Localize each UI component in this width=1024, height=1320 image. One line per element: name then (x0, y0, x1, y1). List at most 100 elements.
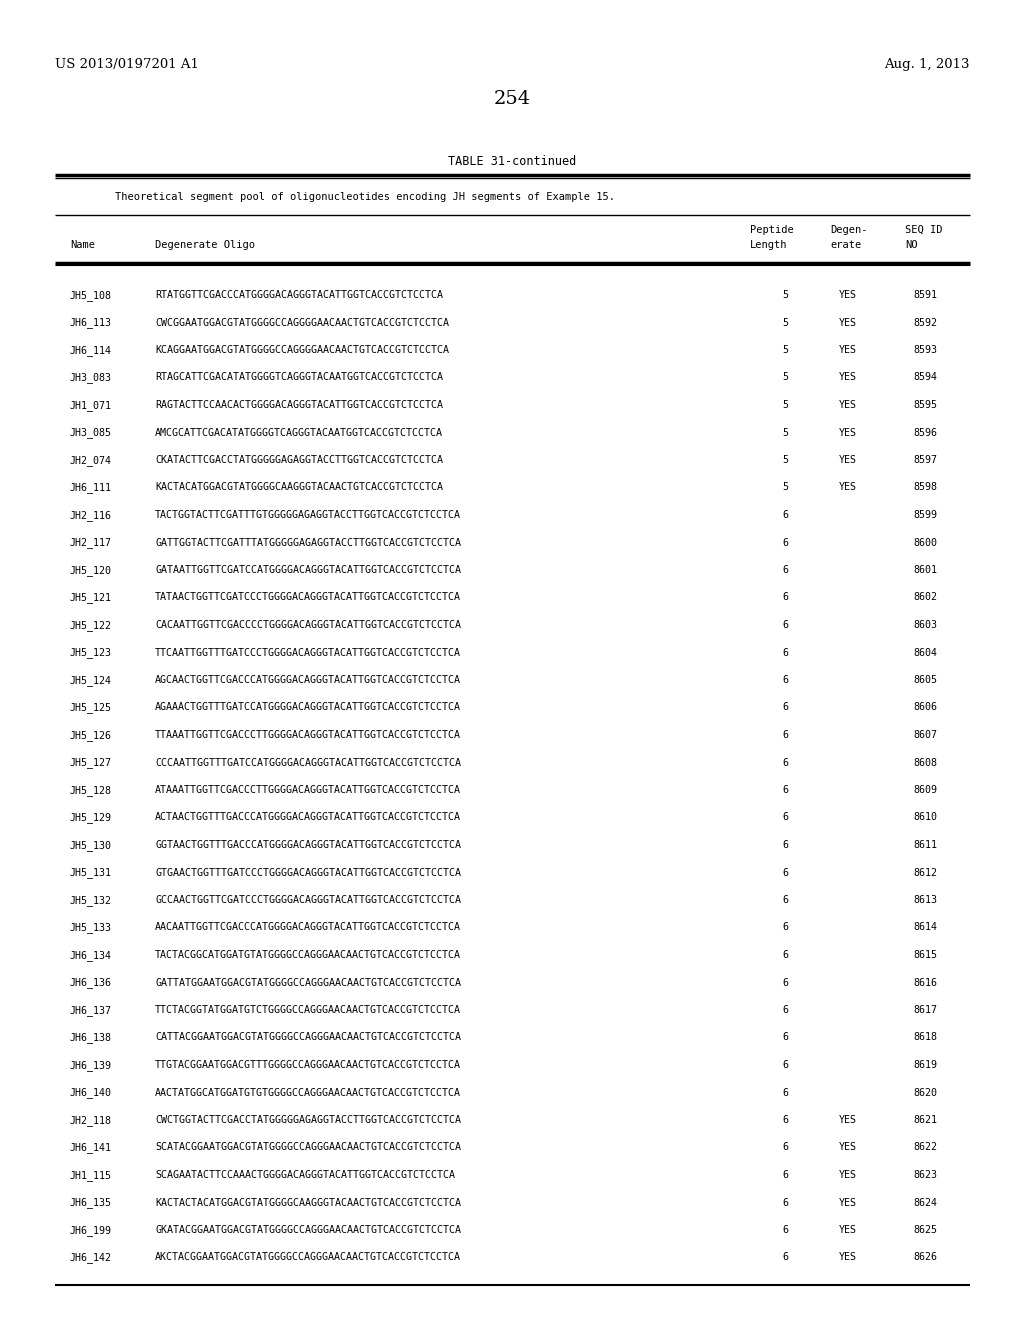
Text: 6: 6 (782, 1170, 788, 1180)
Text: 8609: 8609 (913, 785, 937, 795)
Text: YES: YES (839, 1225, 857, 1236)
Text: TATAACTGGTTCGATCCCTGGGGACAGGGTACATTGGTCACCGTCTCCTCA: TATAACTGGTTCGATCCCTGGGGACAGGGTACATTGGTCA… (155, 593, 461, 602)
Text: erate: erate (830, 240, 861, 249)
Text: 6: 6 (782, 730, 788, 741)
Text: 8618: 8618 (913, 1032, 937, 1043)
Text: 8600: 8600 (913, 537, 937, 548)
Text: JH5_131: JH5_131 (70, 867, 112, 878)
Text: 6: 6 (782, 1225, 788, 1236)
Text: Aug. 1, 2013: Aug. 1, 2013 (885, 58, 970, 71)
Text: YES: YES (839, 1170, 857, 1180)
Text: AKCTACGGAATGGACGTATGGGGCCAGGGAACAACTGTCACCGTCTCCTCA: AKCTACGGAATGGACGTATGGGGCCAGGGAACAACTGTCA… (155, 1253, 461, 1262)
Text: 6: 6 (782, 1143, 788, 1152)
Text: 5: 5 (782, 290, 788, 300)
Text: AGAAACTGGTTTGATCCATGGGGACAGGGTACATTGGTCACCGTCTCCTCA: AGAAACTGGTTTGATCCATGGGGACAGGGTACATTGGTCA… (155, 702, 461, 713)
Text: YES: YES (839, 483, 857, 492)
Text: 8610: 8610 (913, 813, 937, 822)
Text: 6: 6 (782, 1060, 788, 1071)
Text: 8592: 8592 (913, 318, 937, 327)
Text: 6: 6 (782, 950, 788, 960)
Text: 8601: 8601 (913, 565, 937, 576)
Text: CKATACTTCGACCTATGGGGGAGAGGTACCTTGGTCACCGTCTCCTCA: CKATACTTCGACCTATGGGGGAGAGGTACCTTGGTCACCG… (155, 455, 443, 465)
Text: 6: 6 (782, 867, 788, 878)
Text: 8591: 8591 (913, 290, 937, 300)
Text: KACTACTACATGGACGTATGGGGCAAGGGTACAACTGTCACCGTCTCCTCA: KACTACTACATGGACGTATGGGGCAAGGGTACAACTGTCA… (155, 1197, 461, 1208)
Text: 5: 5 (782, 455, 788, 465)
Text: 6: 6 (782, 537, 788, 548)
Text: 6: 6 (782, 758, 788, 767)
Text: JH6_111: JH6_111 (70, 483, 112, 494)
Text: Name: Name (70, 240, 95, 249)
Text: JH5_128: JH5_128 (70, 785, 112, 796)
Text: JH5_108: JH5_108 (70, 290, 112, 301)
Text: JH5_122: JH5_122 (70, 620, 112, 631)
Text: Theoretical segment pool of oligonucleotides encoding JH segments of Example 15.: Theoretical segment pool of oligonucleot… (115, 191, 615, 202)
Text: 8593: 8593 (913, 345, 937, 355)
Text: 5: 5 (782, 345, 788, 355)
Text: 8597: 8597 (913, 455, 937, 465)
Text: JH6_142: JH6_142 (70, 1253, 112, 1263)
Text: 6: 6 (782, 620, 788, 630)
Text: 6: 6 (782, 785, 788, 795)
Text: 8613: 8613 (913, 895, 937, 906)
Text: GKATACGGAATGGACGTATGGGGCCAGGGAACAACTGTCACCGTCTCCTCA: GKATACGGAATGGACGTATGGGGCCAGGGAACAACTGTCA… (155, 1225, 461, 1236)
Text: 8594: 8594 (913, 372, 937, 383)
Text: JH5_124: JH5_124 (70, 675, 112, 686)
Text: JH6_199: JH6_199 (70, 1225, 112, 1236)
Text: JH5_123: JH5_123 (70, 648, 112, 659)
Text: JH5_133: JH5_133 (70, 923, 112, 933)
Text: JH2_117: JH2_117 (70, 537, 112, 548)
Text: JH5_126: JH5_126 (70, 730, 112, 741)
Text: JH6_141: JH6_141 (70, 1143, 112, 1154)
Text: 8595: 8595 (913, 400, 937, 411)
Text: 6: 6 (782, 565, 788, 576)
Text: KCAGGAATGGACGTATGGGGCCAGGGGAACAACTGTCACCGTCTCCTCA: KCAGGAATGGACGTATGGGGCCAGGGGAACAACTGTCACC… (155, 345, 449, 355)
Text: TACTGGTACTTCGATTTGTGGGGGAGAGGTACCTTGGTCACCGTCTCCTCA: TACTGGTACTTCGATTTGTGGGGGAGAGGTACCTTGGTCA… (155, 510, 461, 520)
Text: YES: YES (839, 455, 857, 465)
Text: KACTACATGGACGTATGGGGCAAGGGTACAACTGTCACCGTCTCCTCA: KACTACATGGACGTATGGGGCAAGGGTACAACTGTCACCG… (155, 483, 443, 492)
Text: JH5_121: JH5_121 (70, 593, 112, 603)
Text: AGCAACTGGTTCGACCCATGGGGACAGGGTACATTGGTCACCGTCTCCTCA: AGCAACTGGTTCGACCCATGGGGACAGGGTACATTGGTCA… (155, 675, 461, 685)
Text: YES: YES (839, 345, 857, 355)
Text: 8612: 8612 (913, 867, 937, 878)
Text: Length: Length (750, 240, 787, 249)
Text: RTATGGTTCGACCCATGGGGACAGGGTACATTGGTCACCGTCTCCTCA: RTATGGTTCGACCCATGGGGACAGGGTACATTGGTCACCG… (155, 290, 443, 300)
Text: TTGTACGGAATGGACGTTTGGGGCCAGGGAACAACTGTCACCGTCTCCTCA: TTGTACGGAATGGACGTTTGGGGCCAGGGAACAACTGTCA… (155, 1060, 461, 1071)
Text: YES: YES (839, 1115, 857, 1125)
Text: JH1_115: JH1_115 (70, 1170, 112, 1181)
Text: 6: 6 (782, 1032, 788, 1043)
Text: SCAGAATACTTCCAAACTGGGGACAGGGTACATTGGTCACCGTCTCCTCA: SCAGAATACTTCCAAACTGGGGACAGGGTACATTGGTCAC… (155, 1170, 455, 1180)
Text: JH5_129: JH5_129 (70, 813, 112, 824)
Text: YES: YES (839, 318, 857, 327)
Text: CCCAATTGGTTTGATCCATGGGGACAGGGTACATTGGTCACCGTCTCCTCA: CCCAATTGGTTTGATCCATGGGGACAGGGTACATTGGTCA… (155, 758, 461, 767)
Text: 6: 6 (782, 895, 788, 906)
Text: AMCGCATTCGACATATGGGGTCAGGGTACAATGGTCACCGTCTCCTCA: AMCGCATTCGACATATGGGGTCAGGGTACAATGGTCACCG… (155, 428, 443, 437)
Text: JH6_136: JH6_136 (70, 978, 112, 989)
Text: 8611: 8611 (913, 840, 937, 850)
Text: 8620: 8620 (913, 1088, 937, 1097)
Text: 6: 6 (782, 1197, 788, 1208)
Text: 8608: 8608 (913, 758, 937, 767)
Text: JH2_116: JH2_116 (70, 510, 112, 521)
Text: ATAAATTGGTTCGACCCTTGGGGACAGGGTACATTGGTCACCGTCTCCTCA: ATAAATTGGTTCGACCCTTGGGGACAGGGTACATTGGTCA… (155, 785, 461, 795)
Text: 6: 6 (782, 702, 788, 713)
Text: ACTAACTGGTTTGACCCATGGGGACAGGGTACATTGGTCACCGTCTCCTCA: ACTAACTGGTTTGACCCATGGGGACAGGGTACATTGGTCA… (155, 813, 461, 822)
Text: 5: 5 (782, 400, 788, 411)
Text: 8624: 8624 (913, 1197, 937, 1208)
Text: AACTATGGCATGGATGTGTGGGGCCAGGGAACAACTGTCACCGTCTCCTCA: AACTATGGCATGGATGTGTGGGGCCAGGGAACAACTGTCA… (155, 1088, 461, 1097)
Text: YES: YES (839, 1197, 857, 1208)
Text: AACAATTGGTTCGACCCATGGGGACAGGGTACATTGGTCACCGTCTCCTCA: AACAATTGGTTCGACCCATGGGGACAGGGTACATTGGTCA… (155, 923, 461, 932)
Text: 6: 6 (782, 593, 788, 602)
Text: 5: 5 (782, 428, 788, 437)
Text: JH2_074: JH2_074 (70, 455, 112, 466)
Text: 6: 6 (782, 1115, 788, 1125)
Text: Degen-: Degen- (830, 224, 867, 235)
Text: GTGAACTGGTTTGATCCCTGGGGACAGGGTACATTGGTCACCGTCTCCTCA: GTGAACTGGTTTGATCCCTGGGGACAGGGTACATTGGTCA… (155, 867, 461, 878)
Text: JH3_083: JH3_083 (70, 372, 112, 383)
Text: JH6_114: JH6_114 (70, 345, 112, 356)
Text: CWCTGGTACTTCGACCTATGGGGGAGAGGTACCTTGGTCACCGTCTCCTCA: CWCTGGTACTTCGACCTATGGGGGAGAGGTACCTTGGTCA… (155, 1115, 461, 1125)
Text: RTAGCATTCGACATATGGGGTCAGGGTACAATGGTCACCGTCTCCTCA: RTAGCATTCGACATATGGGGTCAGGGTACAATGGTCACCG… (155, 372, 443, 383)
Text: 8606: 8606 (913, 702, 937, 713)
Text: CACAATTGGTTCGACCCCTGGGGACAGGGTACATTGGTCACCGTCTCCTCA: CACAATTGGTTCGACCCCTGGGGACAGGGTACATTGGTCA… (155, 620, 461, 630)
Text: GGTAACTGGTTTGACCCATGGGGACAGGGTACATTGGTCACCGTCTCCTCA: GGTAACTGGTTTGACCCATGGGGACAGGGTACATTGGTCA… (155, 840, 461, 850)
